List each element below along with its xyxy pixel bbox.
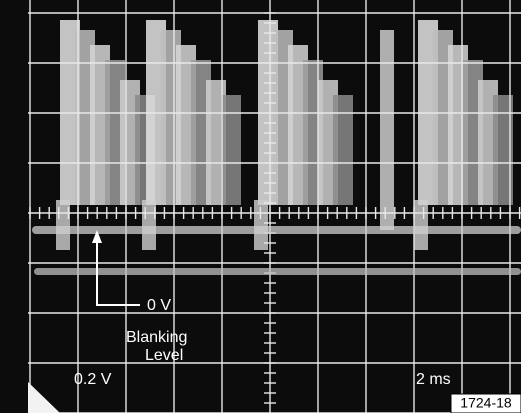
waveform-step <box>333 95 353 205</box>
trace-upper <box>32 226 521 234</box>
waveform-step <box>221 95 241 205</box>
time-per-div: 2 ms <box>416 371 451 388</box>
sync-pulse <box>142 200 156 250</box>
oscilloscope-screen: 0 V Blanking Level 0.2 V 2 ms 1724-18 <box>0 0 521 413</box>
trace-lower <box>34 268 521 275</box>
zero-label: 0 V <box>147 297 171 314</box>
waveform-step <box>380 30 394 230</box>
volts-per-div: 0.2 V <box>74 371 112 388</box>
level-label: Level <box>145 347 183 364</box>
sync-pulse <box>414 200 428 250</box>
figure-id: 1724-18 <box>460 395 512 411</box>
blanking-label: Blanking <box>126 329 187 346</box>
